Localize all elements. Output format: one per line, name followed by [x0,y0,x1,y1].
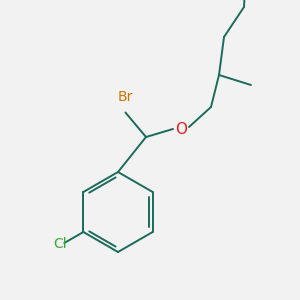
Text: Cl: Cl [53,238,67,251]
Text: O: O [175,122,187,136]
Text: Br: Br [118,91,133,104]
